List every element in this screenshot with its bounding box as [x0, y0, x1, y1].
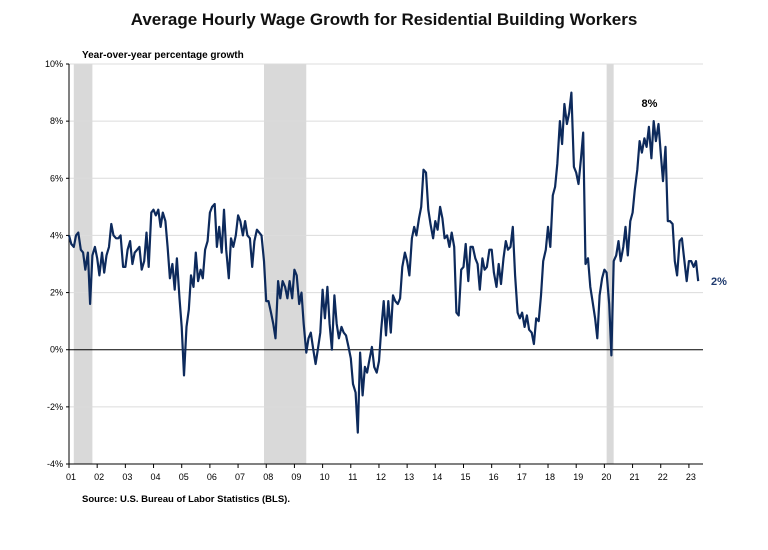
- y-tick-label: -2%: [47, 402, 63, 412]
- x-tick-label: 08: [263, 472, 273, 482]
- y-tick-label: -4%: [47, 459, 63, 469]
- x-tick-label: 22: [658, 472, 668, 482]
- recession-shading: [73, 64, 614, 464]
- chart-title: Average Hourly Wage Growth for Residenti…: [130, 10, 638, 29]
- x-tick-label: 15: [460, 472, 470, 482]
- x-tick-label: 10: [320, 472, 330, 482]
- x-tick-label: 04: [151, 472, 161, 482]
- x-tick-label: 02: [94, 472, 104, 482]
- x-tick-label: 21: [630, 472, 640, 482]
- y-tick-label: 8%: [50, 116, 63, 126]
- series-line-group: [67, 91, 700, 434]
- y-tick-label: 4%: [50, 230, 63, 240]
- x-tick-label: 14: [432, 472, 442, 482]
- x-tick-label: 17: [517, 472, 527, 482]
- x-tick-label: 18: [545, 472, 555, 482]
- x-tick-label: 12: [376, 472, 386, 482]
- source-note: Source: U.S. Bureau of Labor Statistics …: [82, 494, 290, 505]
- y-axis-label: Year-over-year percentage growth: [82, 50, 244, 61]
- x-tick-label: 11: [348, 472, 357, 482]
- x-tick-label: 19: [573, 472, 583, 482]
- y-tick-label: 10%: [45, 59, 63, 69]
- x-tick-label: 20: [601, 472, 611, 482]
- end-value-label: 2%: [711, 276, 727, 288]
- y-tick-label: 6%: [50, 173, 63, 183]
- x-tick-label: 13: [404, 472, 414, 482]
- y-tick-label: 0%: [50, 345, 63, 355]
- chart-labels: 8% 2%: [642, 98, 728, 288]
- x-tick-label: 23: [686, 472, 696, 482]
- x-tick-label: 05: [179, 472, 189, 482]
- recession-band: [73, 64, 93, 464]
- recession-band: [606, 64, 614, 464]
- x-tick-label: 06: [207, 472, 217, 482]
- x-tick-label: 03: [122, 472, 132, 482]
- recession-band: [263, 64, 307, 464]
- peak-annotation: 8%: [642, 98, 658, 110]
- series-line: [67, 91, 700, 434]
- x-tick-label: 01: [66, 472, 76, 482]
- x-tick-label: 16: [489, 472, 499, 482]
- x-tick-label: 07: [235, 472, 245, 482]
- x-tick-label: 09: [291, 472, 301, 482]
- axes: -4% -2% 0% 2% 4% 6% 8% 10% 01 02 03 04 05 06 07 08 09 10 1…: [45, 59, 703, 482]
- y-tick-label: 2%: [50, 288, 63, 298]
